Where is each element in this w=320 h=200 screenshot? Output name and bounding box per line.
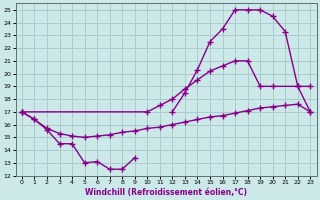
X-axis label: Windchill (Refroidissement éolien,°C): Windchill (Refroidissement éolien,°C) [85,188,247,197]
